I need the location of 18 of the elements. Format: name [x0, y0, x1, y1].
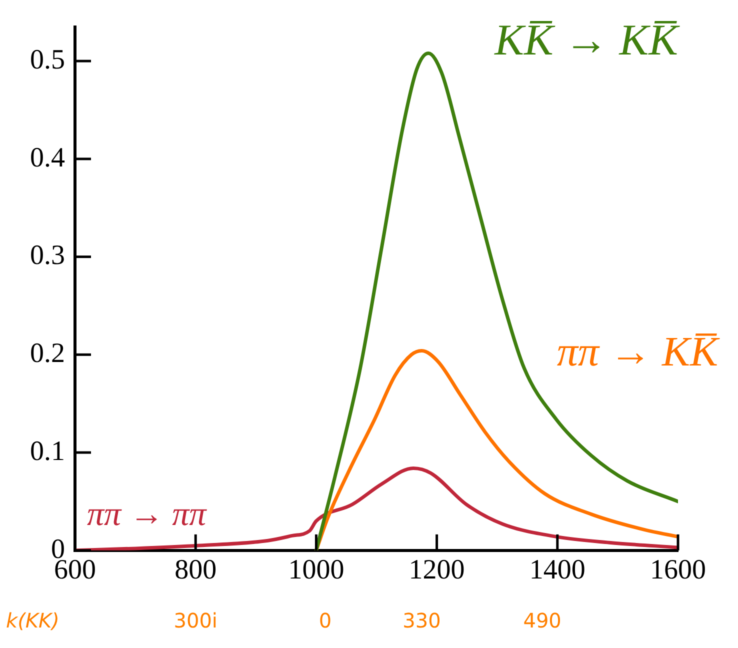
text: k(KK) [6, 608, 60, 633]
y-tick-label: 0.1 [30, 436, 65, 467]
x-tick-label: 1200 [408, 554, 465, 586]
x-tick-label: 1000 [288, 554, 344, 586]
y-tick-label: 0.5 [30, 44, 65, 76]
x-tick-label: 1400 [529, 554, 586, 586]
y-tick-label: 0.3 [30, 240, 65, 272]
text: 300i [174, 608, 218, 633]
x-tick-label: 1600 [650, 554, 706, 586]
x-tick-label: 800 [174, 554, 217, 586]
text: 0 [318, 608, 332, 633]
text: 330 [402, 608, 441, 633]
series-label: KK̅ → KK̅ [494, 15, 681, 64]
series-label: ππ → ππ [87, 496, 208, 534]
text: 490 [523, 608, 562, 633]
text: ππ → KK̅ [556, 330, 720, 376]
y-tick-label: 0.4 [30, 142, 65, 174]
y-tick-label: 0.2 [30, 338, 65, 370]
